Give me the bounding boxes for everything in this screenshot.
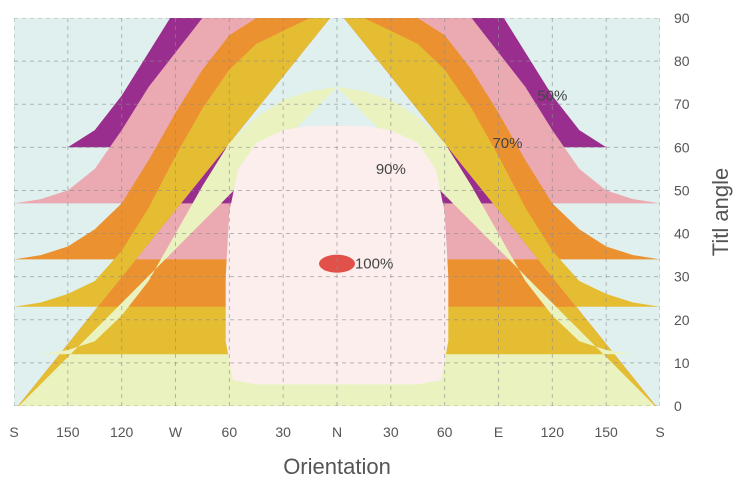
contour-band-5 (14, 87, 660, 406)
y-tick-label: 80 (674, 53, 690, 69)
y-tick-label: 0 (674, 398, 682, 414)
x-tick-label: 150 (56, 424, 80, 440)
x-tick-label: 120 (541, 424, 565, 440)
peak-marker (319, 254, 355, 273)
y-tick-label: 40 (674, 226, 690, 242)
x-tick-label: S (655, 424, 664, 440)
x-tick-label: 150 (594, 424, 618, 440)
y-tick-label: 10 (674, 355, 690, 371)
contour-label: 90% (376, 161, 406, 178)
x-tick-label: 120 (110, 424, 134, 440)
x-tick-labels: S 150 120 W 60 30 N 30 60 E 120 150 S (9, 424, 664, 440)
contour-label: 70% (492, 135, 522, 152)
x-tick-label: N (332, 424, 342, 440)
contour-label: 100% (355, 256, 393, 273)
y-tick-label: 60 (674, 139, 690, 155)
y-tick-label: 30 (674, 269, 690, 285)
y-axis-title: Titl angle (708, 168, 733, 256)
x-tick-label: 30 (275, 424, 291, 440)
y-tick-label: 70 (674, 96, 690, 112)
x-axis-title: Orientation (283, 454, 391, 479)
x-tick-label: 60 (222, 424, 238, 440)
y-tick-labels: 0 10 20 30 40 50 60 70 80 90 (674, 10, 690, 414)
x-tick-label: 30 (383, 424, 399, 440)
x-tick-label: S (9, 424, 18, 440)
x-tick-label: 60 (437, 424, 453, 440)
x-tick-label: W (169, 424, 183, 440)
x-tick-label: E (494, 424, 503, 440)
grid-lines (14, 18, 660, 406)
y-tick-label: 20 (674, 312, 690, 328)
y-tick-label: 90 (674, 10, 690, 26)
y-tick-label: 50 (674, 182, 690, 198)
contour-labels: 50% 70% 90% 100% (355, 88, 567, 273)
contour-label: 50% (537, 88, 567, 105)
